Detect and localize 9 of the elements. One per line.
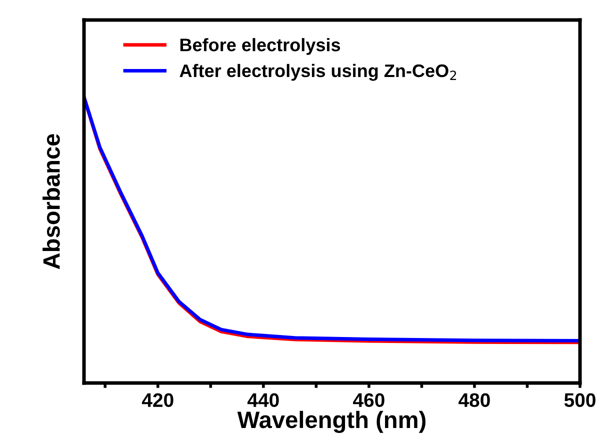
legend-label: Before electrolysis (180, 38, 340, 55)
x-tick-label: 440 (247, 393, 279, 408)
x-axis-title: Wavelength (nm) (237, 410, 426, 433)
x-tick-label: 500 (564, 393, 596, 408)
legend-label: After electrolysis using Zn-CeO$_{2}$ (180, 64, 456, 81)
x-tick-label: 420 (142, 393, 174, 408)
x-tick-label: 460 (353, 393, 384, 408)
y-axis-title: Absorbance (42, 134, 60, 270)
x-tick-label: 480 (458, 393, 490, 408)
